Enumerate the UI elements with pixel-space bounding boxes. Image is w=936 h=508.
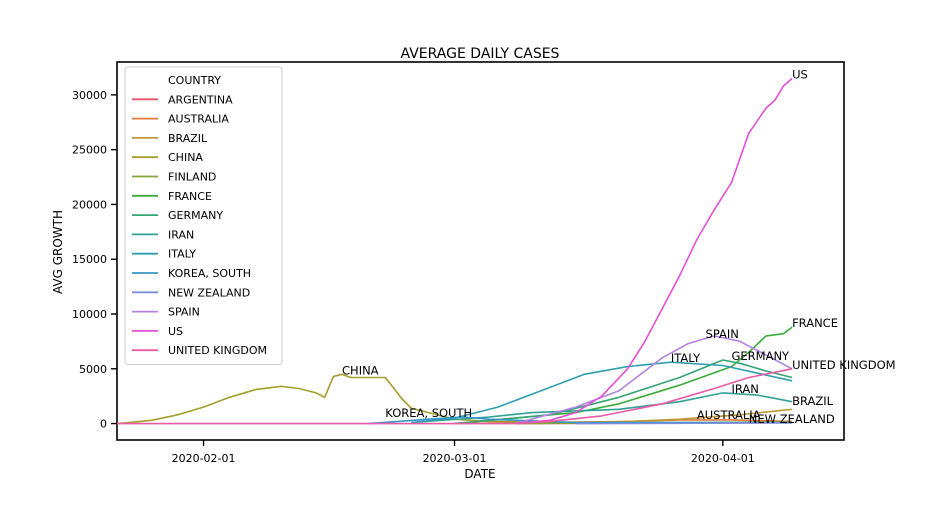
axes: 0 5000 10000 15000 20000 25000 30000 2020-02-01… [72, 89, 755, 465]
series-line-china [116, 373, 793, 425]
y-tick-label: 5000 [79, 363, 107, 376]
legend-box [124, 66, 283, 365]
annotation-iran: IRAN [731, 382, 758, 396]
annotation-italy: ITALY [671, 351, 701, 365]
legend-entry-label: ITALY [168, 248, 196, 261]
x-tick-label: 2020-03-01 [423, 452, 487, 465]
annotation-us: US [792, 67, 808, 81]
series-line-iran [411, 392, 793, 424]
y-tick-label: 30000 [72, 89, 107, 102]
legend-entry-label: UNITED KINGDOM [168, 344, 267, 357]
x-tick-label: 2020-02-01 [172, 452, 236, 465]
y-tick-label: 25000 [72, 144, 107, 157]
series-layer [116, 77, 793, 425]
legend-entry-label: BRAZIL [168, 132, 208, 145]
annotation-new-zealand: NEW ZEALAND [749, 412, 835, 426]
annotation-germany: GERMANY [731, 349, 790, 363]
legend-entry-label: US [168, 325, 183, 338]
series-line-korea-south [367, 416, 793, 425]
legend-entry-label: ARGENTINA [168, 93, 233, 106]
legend-entry-label: KOREA, SOUTH [168, 267, 251, 280]
legend-entry-label: IRAN [168, 228, 194, 241]
annotation-brazil: BRAZIL [792, 394, 834, 408]
legend-entry-label: NEW ZEALAND [168, 286, 250, 299]
x-axis-label: DATE [464, 467, 495, 481]
series-line-spain [514, 335, 793, 425]
annotation-australia: AUSTRALIA [697, 408, 761, 422]
y-tick-label: 15000 [72, 253, 107, 266]
annotation-france: FRANCE [792, 316, 838, 330]
legend-entry-label: AUSTRALIA [168, 113, 229, 126]
x-tick-label: 2020-04-01 [691, 452, 755, 465]
y-axis-label: AVG GROWTH [51, 210, 65, 294]
y-tick-label: 20000 [72, 198, 107, 211]
chart-title: AVERAGE DAILY CASES [401, 46, 560, 62]
series-line-united-kingdom [117, 368, 793, 425]
annotation-korea-south: KOREA, SOUTH [385, 406, 472, 420]
y-tick-label: 10000 [72, 308, 107, 321]
annotation-spain: SPAIN [706, 327, 739, 341]
legend-entry-label: CHINA [168, 151, 203, 164]
legend-entry-label: SPAIN [168, 306, 200, 319]
annotation-layer: CHINA KOREA, SOUTH ITALY SPAIN GERMANY IRAN AU… [342, 67, 896, 425]
legend-entry-label: FRANCE [168, 190, 212, 203]
legend-entry-label: FINLAND [168, 171, 216, 184]
legend-entry-label: GERMANY [168, 209, 223, 222]
legend-title: COUNTRY [168, 74, 221, 87]
series-line-new-zealand [575, 422, 793, 425]
series-line-us [515, 77, 793, 425]
legend: COUNTRY ARGENTINA AUSTRALIA BRAZIL CHINA FINL… [124, 66, 283, 365]
annotation-china: CHINA [342, 363, 379, 377]
y-tick-label: 0 [100, 418, 107, 431]
annotation-united-kingdom: UNITED KINGDOM [792, 358, 896, 372]
series-line-italy [411, 361, 793, 424]
